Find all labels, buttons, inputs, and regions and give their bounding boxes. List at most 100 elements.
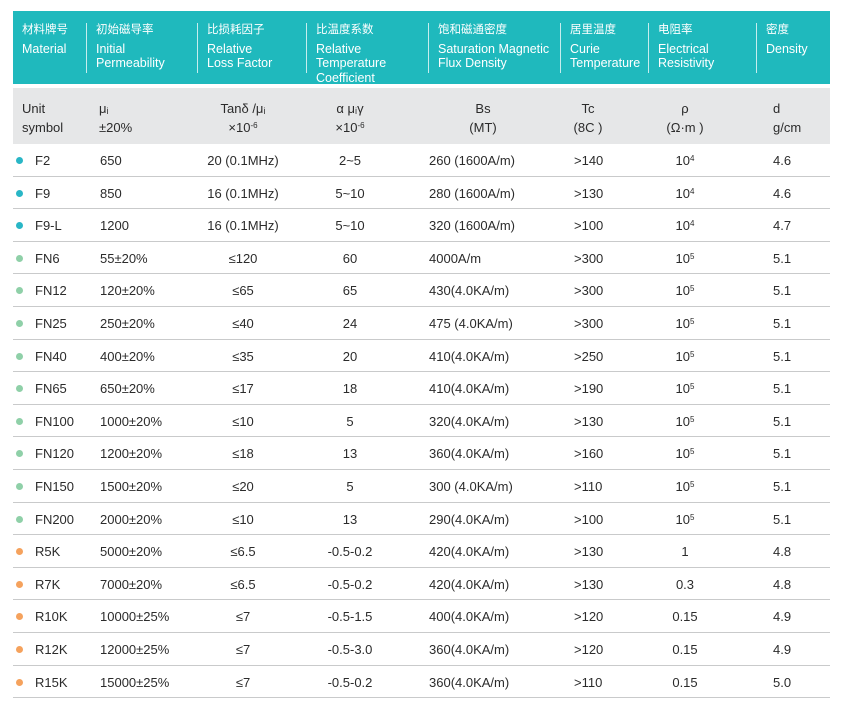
header-zh-label: 居里温度 bbox=[570, 24, 616, 36]
header-divider bbox=[197, 23, 198, 73]
permeability-cell: 12000±25% bbox=[100, 641, 170, 657]
unit-loss-exp: -6 bbox=[250, 121, 258, 130]
resistivity-cell: 105 bbox=[645, 405, 725, 437]
curie-temp-cell: >110 bbox=[574, 478, 603, 494]
table-row: FN12 120±20% ≤65 65 430(4.0KA/m) >300 105 5.1 bbox=[13, 274, 830, 307]
bullet-dot-icon bbox=[16, 515, 23, 523]
unit-row: Unit symbol μᵢ ±20% Tanδ /μᵢ ×10-6 α μᵢγ ×… bbox=[13, 88, 830, 144]
header-en-label: Saturation Magnetic Flux Density bbox=[438, 41, 550, 71]
resistivity-exponent: 5 bbox=[690, 382, 695, 392]
curie-temp-cell: >100 bbox=[574, 218, 604, 234]
density-cell: 5.1 bbox=[773, 511, 792, 527]
resistivity-cell: 105 bbox=[645, 340, 725, 372]
bullet-dot-icon bbox=[16, 189, 23, 197]
temp-coef-cell: -0.5-0.2 bbox=[327, 576, 373, 592]
table-row: FN150 1500±20% ≤20 5 300 (4.0KA/m) >110 105 5.1 bbox=[13, 470, 830, 503]
unit-temp-b: ×10 bbox=[335, 120, 358, 135]
bullet-dot-icon bbox=[16, 385, 23, 393]
flux-density-cell: 420(4.0KA/m) bbox=[429, 544, 510, 560]
loss-factor-cell: ≤18 bbox=[232, 446, 254, 462]
flux-density-cell: 420(4.0KA/m) bbox=[429, 576, 510, 592]
resistivity-exponent: 4 bbox=[690, 219, 695, 229]
loss-factor-cell: ≤6.5 bbox=[230, 544, 256, 560]
material-cell: F2 bbox=[35, 153, 51, 168]
table-row: FN40 400±20% ≤35 20 410(4.0KA/m) >250 105 5.1 bbox=[13, 340, 830, 373]
resistivity-exponent: 5 bbox=[690, 512, 695, 522]
bullet-dot-icon bbox=[16, 548, 23, 556]
resistivity-cell: 105 bbox=[645, 274, 725, 306]
permeability-cell: 400±20% bbox=[100, 348, 155, 364]
flux-density-cell: 280 (1600A/m) bbox=[429, 185, 515, 201]
material-cell: FN25 bbox=[35, 315, 67, 331]
resistivity-exponent: 5 bbox=[690, 316, 695, 326]
density-cell: 4.9 bbox=[773, 641, 792, 657]
bullet-dot-icon bbox=[16, 645, 23, 653]
header-zh-label: 比温度系数 bbox=[316, 24, 374, 36]
temp-coef-cell: 5~10 bbox=[335, 185, 365, 201]
density-cell: 5.1 bbox=[773, 348, 792, 364]
permeability-cell: 10000±25% bbox=[100, 609, 170, 625]
bullet-dot-icon bbox=[16, 254, 23, 262]
header-divider bbox=[560, 23, 561, 73]
resistivity-cell: 0.15 bbox=[645, 633, 725, 665]
curie-temp-cell: >190 bbox=[574, 381, 604, 397]
table-row: R10K 10000±25% ≤7 -0.5-1.5 400(4.0KA/m) >120 0… bbox=[13, 600, 830, 633]
table-body: F2 650 20 (0.1MHz) 2~5 260 (1600A/m) >140 104 4… bbox=[13, 144, 830, 699]
curie-temp-cell: >130 bbox=[574, 413, 604, 429]
header-divider bbox=[86, 23, 87, 73]
resistivity-cell: 105 bbox=[645, 307, 725, 339]
header-divider bbox=[756, 23, 757, 73]
loss-factor-cell: ≤7 bbox=[235, 641, 251, 657]
flux-density-cell: 360(4.0KA/m) bbox=[429, 446, 510, 462]
resistivity-value: 10 bbox=[675, 381, 690, 397]
table-row: FN100 1000±20% ≤10 5 320(4.0KA/m) >130 105 5.1 bbox=[13, 405, 830, 438]
flux-density-cell: 360(4.0KA/m) bbox=[429, 674, 510, 690]
loss-factor-cell: 16 (0.1MHz) bbox=[207, 218, 279, 234]
density-cell: 4.7 bbox=[773, 218, 792, 234]
resistivity-value: 10 bbox=[675, 446, 690, 462]
header-col: 初始磁导率 Initial Permeability bbox=[87, 11, 198, 84]
header-divider bbox=[648, 23, 649, 73]
loss-factor-cell: ≤65 bbox=[232, 283, 254, 299]
material-cell: R5K bbox=[35, 544, 61, 560]
bullet-dot-icon bbox=[16, 319, 23, 327]
temp-coef-cell: 13 bbox=[342, 511, 358, 527]
bullet-dot-icon bbox=[16, 613, 23, 621]
resistivity-cell: 0.15 bbox=[645, 666, 725, 698]
curie-temp-cell: >300 bbox=[574, 250, 604, 266]
permeability-cell: 2000±20% bbox=[100, 511, 163, 527]
header-col: 比损耗因子 Relative Loss Factor bbox=[198, 11, 307, 84]
header-en-label: Material bbox=[22, 41, 67, 56]
curie-temp-cell: >110 bbox=[574, 674, 603, 690]
unit-tc: Tc (8C ) bbox=[573, 101, 603, 135]
table-row: FN25 250±20% ≤40 24 475 (4.0KA/m) >300 105 5.1 bbox=[13, 307, 830, 340]
temp-coef-cell: -0.5-0.2 bbox=[327, 544, 373, 560]
resistivity-value: 10 bbox=[675, 218, 690, 234]
material-cell: FN150 bbox=[35, 478, 75, 494]
density-cell: 5.1 bbox=[773, 283, 792, 299]
bullet-dot-icon bbox=[16, 482, 23, 490]
bullet-dot-icon bbox=[16, 678, 23, 686]
resistivity-value: 10 bbox=[675, 348, 690, 364]
resistivity-value: 10 bbox=[675, 185, 690, 201]
resistivity-cell: 0.3 bbox=[645, 568, 725, 600]
loss-factor-cell: ≤20 bbox=[232, 478, 254, 494]
resistivity-cell: 105 bbox=[645, 242, 725, 274]
resistivity-cell: 104 bbox=[645, 144, 725, 176]
resistivity-value: 10 bbox=[675, 511, 690, 527]
resistivity-exponent: 5 bbox=[690, 479, 695, 489]
material-cell: FN65 bbox=[35, 381, 67, 397]
material-cell: R10K bbox=[35, 609, 68, 625]
temp-coef-cell: 2~5 bbox=[338, 153, 362, 168]
resistivity-value: 1 bbox=[681, 544, 689, 560]
flux-density-cell: 475 (4.0KA/m) bbox=[429, 315, 513, 331]
loss-factor-cell: ≤40 bbox=[232, 315, 254, 331]
resistivity-cell: 104 bbox=[645, 209, 725, 241]
density-cell: 5.0 bbox=[773, 674, 792, 690]
temp-coef-cell: 5~10 bbox=[335, 218, 365, 234]
unit-rho: ρ (Ω·m ) bbox=[666, 101, 704, 135]
material-cell: R15K bbox=[35, 674, 68, 690]
flux-density-cell: 360(4.0KA/m) bbox=[429, 641, 510, 657]
header-en-label: Relative Temperature Coefficient bbox=[316, 41, 387, 85]
density-cell: 4.6 bbox=[773, 185, 792, 201]
